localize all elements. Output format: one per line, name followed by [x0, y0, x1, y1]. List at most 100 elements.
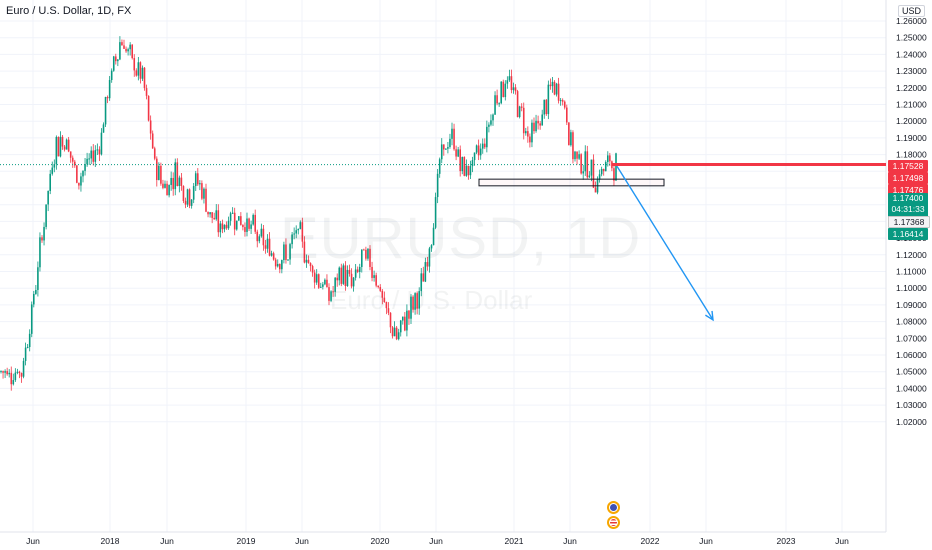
- candle-body: [404, 316, 406, 331]
- candle-body: [106, 96, 109, 99]
- candle-body: [160, 165, 162, 184]
- candle-body: [98, 149, 101, 155]
- price-tag-high: 1.17498: [888, 172, 928, 184]
- candle-body: [395, 327, 398, 340]
- candle-body: [37, 267, 39, 290]
- candle-body: [469, 166, 472, 176]
- candle-body: [8, 372, 10, 375]
- candle-body: [440, 144, 443, 160]
- candle-body: [533, 122, 535, 132]
- candle-body: [184, 200, 187, 205]
- price-tag-bid: 1.17368: [888, 216, 930, 228]
- candle-body: [41, 237, 43, 241]
- candle-body: [221, 223, 224, 230]
- time-tick-label: 2022: [641, 536, 660, 546]
- candle-body: [166, 183, 168, 196]
- candle-body: [412, 296, 414, 310]
- candle-body: [303, 241, 306, 263]
- candle-body: [522, 107, 525, 134]
- price-tick-label: 1.11000: [896, 267, 926, 277]
- candle-body: [510, 76, 513, 91]
- candle-body: [328, 287, 330, 301]
- candle-body: [463, 156, 466, 176]
- candle-body: [477, 145, 480, 156]
- candle-body: [383, 297, 386, 302]
- candle-body: [141, 67, 144, 79]
- candle-body: [481, 143, 484, 149]
- price-tick-label: 1.03000: [896, 400, 927, 410]
- candle-body: [559, 100, 562, 102]
- time-tick-label: 2018: [101, 536, 120, 546]
- candle-body: [402, 316, 404, 321]
- time-axis[interactable]: Jun 2018 Jun 2019 Jun 2020 Jun 2021 Jun 2022 Jun 20…: [26, 536, 849, 546]
- candle-body: [520, 106, 523, 108]
- candle-body: [6, 371, 8, 375]
- candle-body: [348, 269, 351, 274]
- candle-body: [389, 312, 392, 328]
- candle-body: [16, 371, 19, 373]
- candle-body: [242, 224, 244, 228]
- candle-body: [276, 263, 279, 267]
- candle-body: [574, 151, 576, 160]
- candle-body: [313, 272, 316, 283]
- candle-body: [129, 44, 131, 50]
- candle-body: [287, 259, 289, 261]
- candle-body: [539, 123, 541, 126]
- candle-body: [568, 122, 570, 146]
- candle-body: [250, 224, 252, 229]
- candle-body: [262, 228, 265, 246]
- candle-body: [553, 81, 556, 95]
- price-tick-label: 1.08000: [896, 317, 927, 327]
- candle-body: [320, 286, 322, 288]
- candle-body: [84, 164, 86, 171]
- candle-body: [406, 310, 408, 331]
- currency-selector[interactable]: USD: [898, 5, 926, 17]
- candle-body: [342, 265, 345, 284]
- price-tick-label: 1.09000: [896, 300, 927, 310]
- candle-body: [92, 150, 95, 162]
- candle-body: [561, 100, 564, 102]
- candle-body: [180, 177, 183, 187]
- candle-body: [354, 269, 357, 278]
- candle-body: [309, 263, 312, 267]
- candle-body: [74, 161, 76, 166]
- us-flag-event-icon[interactable]: [607, 516, 620, 529]
- candle-body: [231, 212, 234, 214]
- price-tag-zone: 1.16414: [888, 228, 928, 240]
- candle-body: [385, 301, 388, 309]
- price-tick-label: 1.26000: [896, 16, 927, 26]
- candle-body: [49, 173, 51, 191]
- time-tick-label: Jun: [429, 536, 443, 546]
- candle-body: [432, 227, 435, 246]
- symbol-title[interactable]: Euro / U.S. Dollar, 1D, FX: [6, 5, 132, 17]
- time-tick-label: Jun: [563, 536, 577, 546]
- candle-body: [570, 132, 572, 146]
- candle-body: [199, 183, 201, 185]
- candle-body: [346, 269, 349, 286]
- candle-body: [35, 289, 37, 294]
- candle-body: [604, 162, 607, 172]
- price-tick-label: 1.23000: [896, 66, 927, 76]
- candle-body: [24, 347, 27, 361]
- candle-body: [0, 371, 2, 373]
- candle-body: [168, 184, 170, 196]
- candle-body: [580, 154, 582, 174]
- candle-body: [137, 62, 140, 76]
- candle-body: [246, 218, 248, 232]
- candle-body: [266, 238, 269, 249]
- economic-event-icon[interactable]: [607, 501, 620, 514]
- candle-body: [45, 204, 47, 227]
- candle-body: [53, 164, 56, 168]
- forecast-arrow-line: [616, 165, 714, 321]
- price-tick-label: 1.05000: [896, 367, 927, 377]
- time-tick-label: Jun: [295, 536, 309, 546]
- candle-body: [194, 173, 197, 187]
- candle-body: [2, 371, 4, 373]
- candle-body: [143, 67, 146, 89]
- candle-body: [264, 245, 267, 249]
- price-tag-ask: 1.17528: [888, 160, 928, 172]
- candle-body: [82, 170, 84, 177]
- candle-body: [529, 136, 531, 143]
- candle-body: [525, 131, 527, 134]
